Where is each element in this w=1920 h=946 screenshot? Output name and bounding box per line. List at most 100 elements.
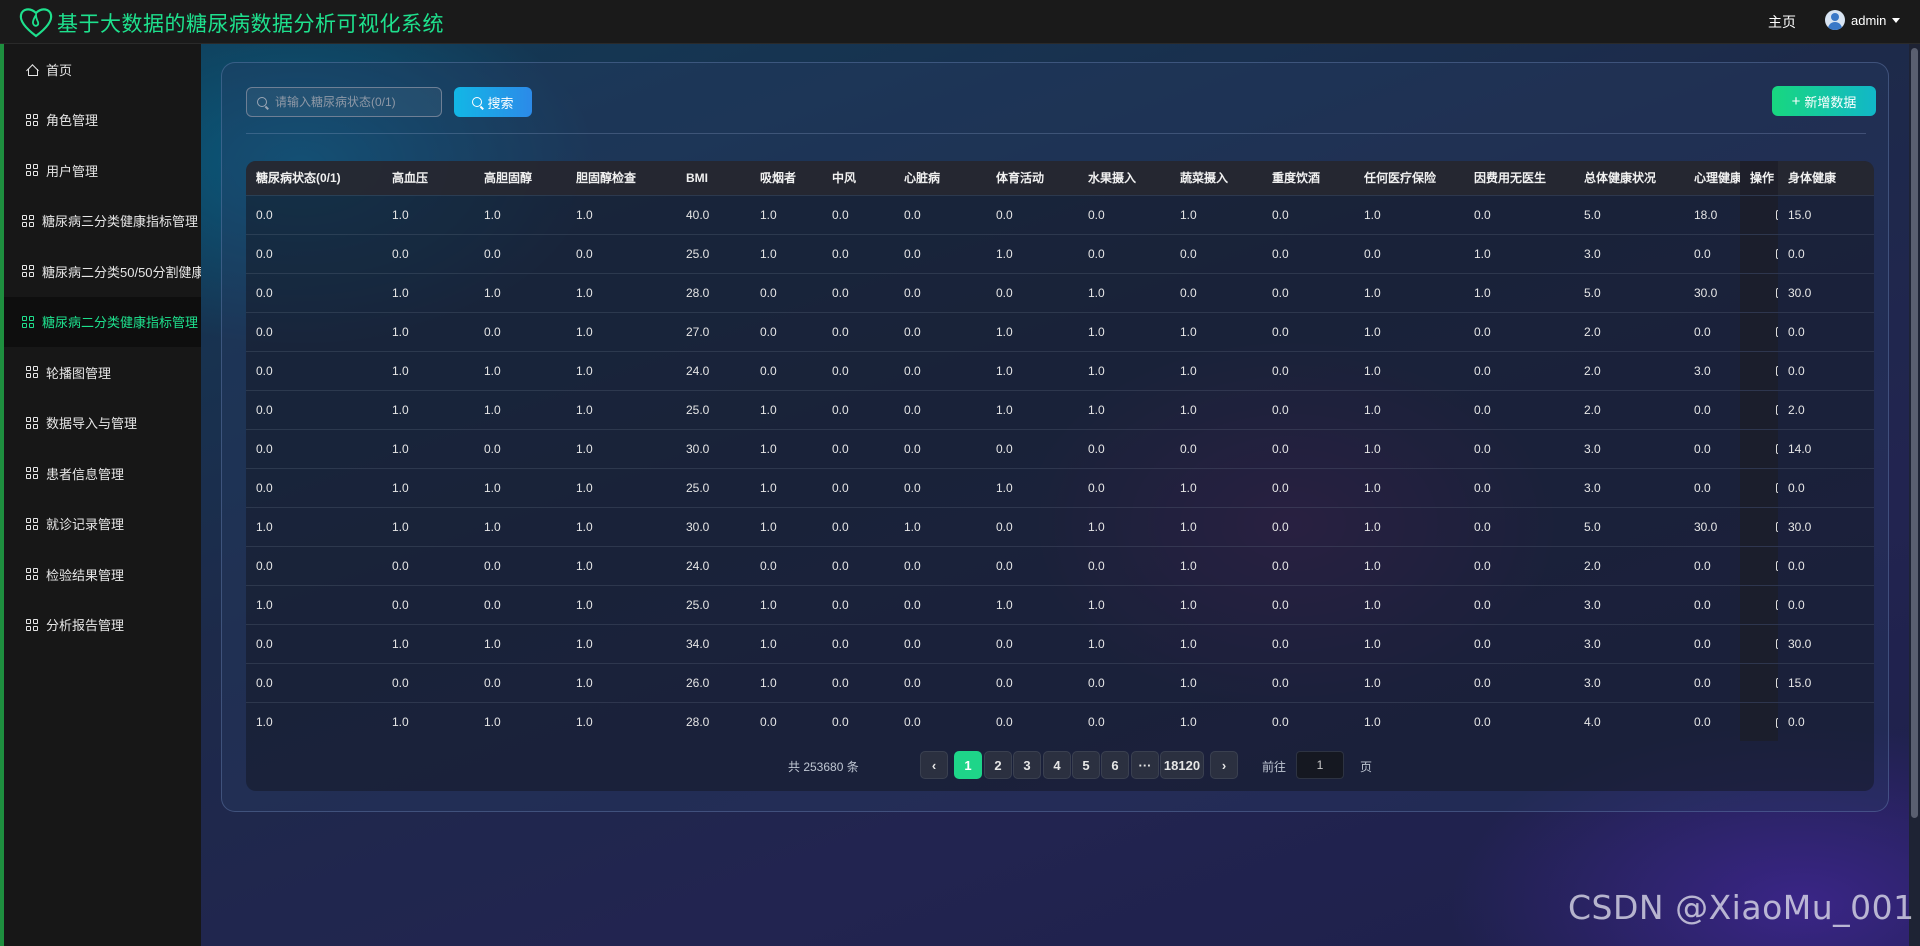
table-row[interactable]: 1.0 1.0 1.0 1.0 28.0 0.0 0.0 0.0 0.0 0.0 1.0 0.0 1.0… [246,702,1874,741]
table-row[interactable]: 0.0 1.0 0.0 1.0 27.0 0.0 0.0 0.0 1.0 1.0 1.0 0.0 1.0… [246,312,1874,351]
sidebar-item-11[interactable]: 分析报告管理 [4,600,201,651]
column-header[interactable]: 高血压 [392,171,429,186]
page-button[interactable]: 18120 [1160,751,1204,779]
page-button[interactable]: 1 [954,751,982,779]
table-cell: 0.0 [904,246,921,261]
table-row[interactable]: 0.0 1.0 1.0 1.0 28.0 0.0 0.0 0.0 0.0 1.0 0.0 0.0 1.0… [246,273,1874,312]
table-row[interactable]: 0.0 1.0 0.0 1.0 30.0 1.0 0.0 0.0 0.0 0.0 0.0 0.0 1.0… [246,429,1874,468]
table-row[interactable]: 0.0 0.0 0.0 1.0 26.0 1.0 0.0 0.0 0.0 0.0 1.0 0.0 1.0… [246,663,1874,702]
column-header[interactable]: 任何医疗保险 [1364,171,1437,186]
nav-home-link[interactable]: 主页 [1768,14,1796,30]
next-page-button[interactable]: › [1210,751,1238,779]
table-cell: 0.0 [1272,714,1289,729]
table-row[interactable]: 0.0 1.0 1.0 1.0 24.0 0.0 0.0 0.0 1.0 1.0 1.0 0.0 1.0… [246,351,1874,390]
edit-icon[interactable] [1776,366,1778,377]
sidebar-item-8[interactable]: 患者信息管理 [4,448,201,499]
page-button[interactable]: 3 [1013,751,1041,779]
column-header[interactable]: 重度饮酒 [1272,171,1321,186]
sidebar-item-9[interactable]: 就诊记录管理 [4,499,201,550]
column-header[interactable]: 总体健康状况 [1584,171,1657,186]
table-row[interactable]: 0.0 1.0 1.0 1.0 40.0 1.0 0.0 0.0 0.0 0.0 1.0 0.0 1.0… [246,195,1874,234]
edit-icon[interactable] [1776,717,1778,728]
table-cell: 0.0 [256,558,273,573]
table-cell: 0.0 [832,636,849,651]
column-header[interactable]: 心脏病 [904,171,941,186]
column-header[interactable]: 体育活动 [996,171,1045,186]
table-row[interactable]: 1.0 0.0 0.0 1.0 25.0 1.0 0.0 0.0 1.0 1.0 1.0 0.0 1.0… [246,585,1874,624]
edit-icon[interactable] [1776,405,1778,416]
column-header[interactable]: 蔬菜摄入 [1180,171,1229,186]
column-header[interactable]: 中风 [832,171,857,186]
table-cell: 0.0 [832,285,849,300]
table-header-row: 糖尿病状态(0/1) 高血压 高胆固醇 胆固醇检查 BMI 吸烟者 中风 心脏病 体育活动 水果摄… [246,161,1874,195]
page-button[interactable]: 5 [1072,751,1100,779]
sidebar-item-10[interactable]: 检验结果管理 [4,549,201,600]
table-cell: 0.0 [1088,480,1105,495]
page-scrollbar[interactable] [1909,44,1920,946]
page-button[interactable]: ··· [1131,751,1159,779]
edit-icon[interactable] [1776,600,1778,611]
search-button[interactable]: 搜索 [454,87,532,117]
sidebar-item-1[interactable]: 角色管理 [4,95,201,146]
edit-icon[interactable] [1776,444,1778,455]
column-header[interactable]: 高胆固醇 [484,171,533,186]
edit-icon[interactable] [1776,639,1778,650]
user-name[interactable]: admin [1851,12,1887,28]
column-header[interactable]: BMI [686,170,708,185]
main-content: 搜索 + 新增数据 糖尿病状态(0/1) 高血压 高胆固醇 胆固醇检查 BMI 吸烟者 中风… [201,44,1920,946]
row-actions [1740,663,1778,702]
user-menu[interactable]: admin [1825,10,1901,30]
sidebar-item-label: 数据导入与管理 [46,416,138,432]
sidebar-item-7[interactable]: 数据导入与管理 [4,398,201,449]
edit-icon[interactable] [1776,483,1778,494]
sidebar-item-0[interactable]: 首页 [4,44,201,95]
add-data-button[interactable]: + 新增数据 [1772,86,1876,116]
column-header[interactable]: 因费用无医生 [1474,171,1547,186]
edit-icon[interactable] [1776,288,1778,299]
sidebar-item-2[interactable]: 用户管理 [4,145,201,196]
edit-icon[interactable] [1776,210,1778,221]
sidebar-item-5[interactable]: 糖尿病二分类健康指标管理 [4,296,201,347]
page-button[interactable]: 6 [1101,751,1129,779]
page-button[interactable]: 4 [1043,751,1071,779]
column-header[interactable]: 行走 [1872,161,1874,195]
table-row[interactable]: 0.0 0.0 0.0 0.0 25.0 1.0 0.0 0.0 1.0 0.0 0.0 0.0 0.0… [246,234,1874,273]
edit-icon[interactable] [1776,561,1778,572]
table-cell: 0.0 [1872,312,1874,351]
table-cell: 25.0 [686,480,710,495]
table-row[interactable]: 1.0 1.0 1.0 1.0 30.0 1.0 0.0 1.0 0.0 1.0 1.0 0.0 1.0… [246,507,1874,546]
column-header[interactable]: 吸烟者 [760,171,797,186]
search-input[interactable] [275,95,435,109]
edit-icon[interactable] [1776,327,1778,338]
table-cell: 0.0 [996,207,1013,222]
page-button[interactable]: 2 [984,751,1012,779]
table-cell: 2.0 [1584,402,1601,417]
sidebar-item-3[interactable]: 糖尿病三分类健康指标管理 [4,196,201,247]
sidebar-item-6[interactable]: 轮播图管理 [4,347,201,398]
column-header[interactable]: 心理健康 [1694,171,1740,186]
table-cell: 1.0 [1180,324,1197,339]
column-header[interactable]: 胆固醇检查 [576,171,637,186]
table-cell: 0.0 [760,285,777,300]
table-row[interactable]: 0.0 1.0 1.0 1.0 25.0 1.0 0.0 0.0 1.0 0.0 1.0 0.0 1.0… [246,468,1874,507]
chevron-down-icon[interactable] [1892,17,1901,23]
avatar[interactable] [1825,10,1845,30]
sidebar-item-4[interactable]: 糖尿病二分类50/50分割健康指 [4,246,201,297]
table-row[interactable]: 0.0 0.0 0.0 1.0 24.0 0.0 0.0 0.0 0.0 0.0 1.0 0.0 1.0… [246,546,1874,585]
column-header[interactable]: 身体健康 [1788,171,1837,186]
table-row[interactable]: 0.0 1.0 1.0 1.0 34.0 1.0 0.0 0.0 0.0 1.0 1.0 0.0 1.0… [246,624,1874,663]
search-box[interactable] [246,87,442,117]
table-cell: 1.0 [996,480,1013,495]
table-row[interactable]: 0.0 1.0 1.0 1.0 25.0 1.0 0.0 0.0 1.0 1.0 1.0 0.0 1.0… [246,390,1874,429]
table-cell: 1.0 [1364,441,1381,456]
goto-page-input[interactable] [1296,751,1344,779]
table-cell: 1.0 [904,519,921,534]
edit-icon[interactable] [1776,522,1778,533]
edit-icon[interactable] [1776,678,1778,689]
edit-icon[interactable] [1776,249,1778,260]
column-header[interactable]: 糖尿病状态(0/1) [256,171,341,186]
row-actions [1740,234,1778,273]
prev-page-button[interactable]: ‹ [920,751,948,779]
table-cell: 1.0 [576,363,593,378]
column-header[interactable]: 水果摄入 [1088,171,1137,186]
